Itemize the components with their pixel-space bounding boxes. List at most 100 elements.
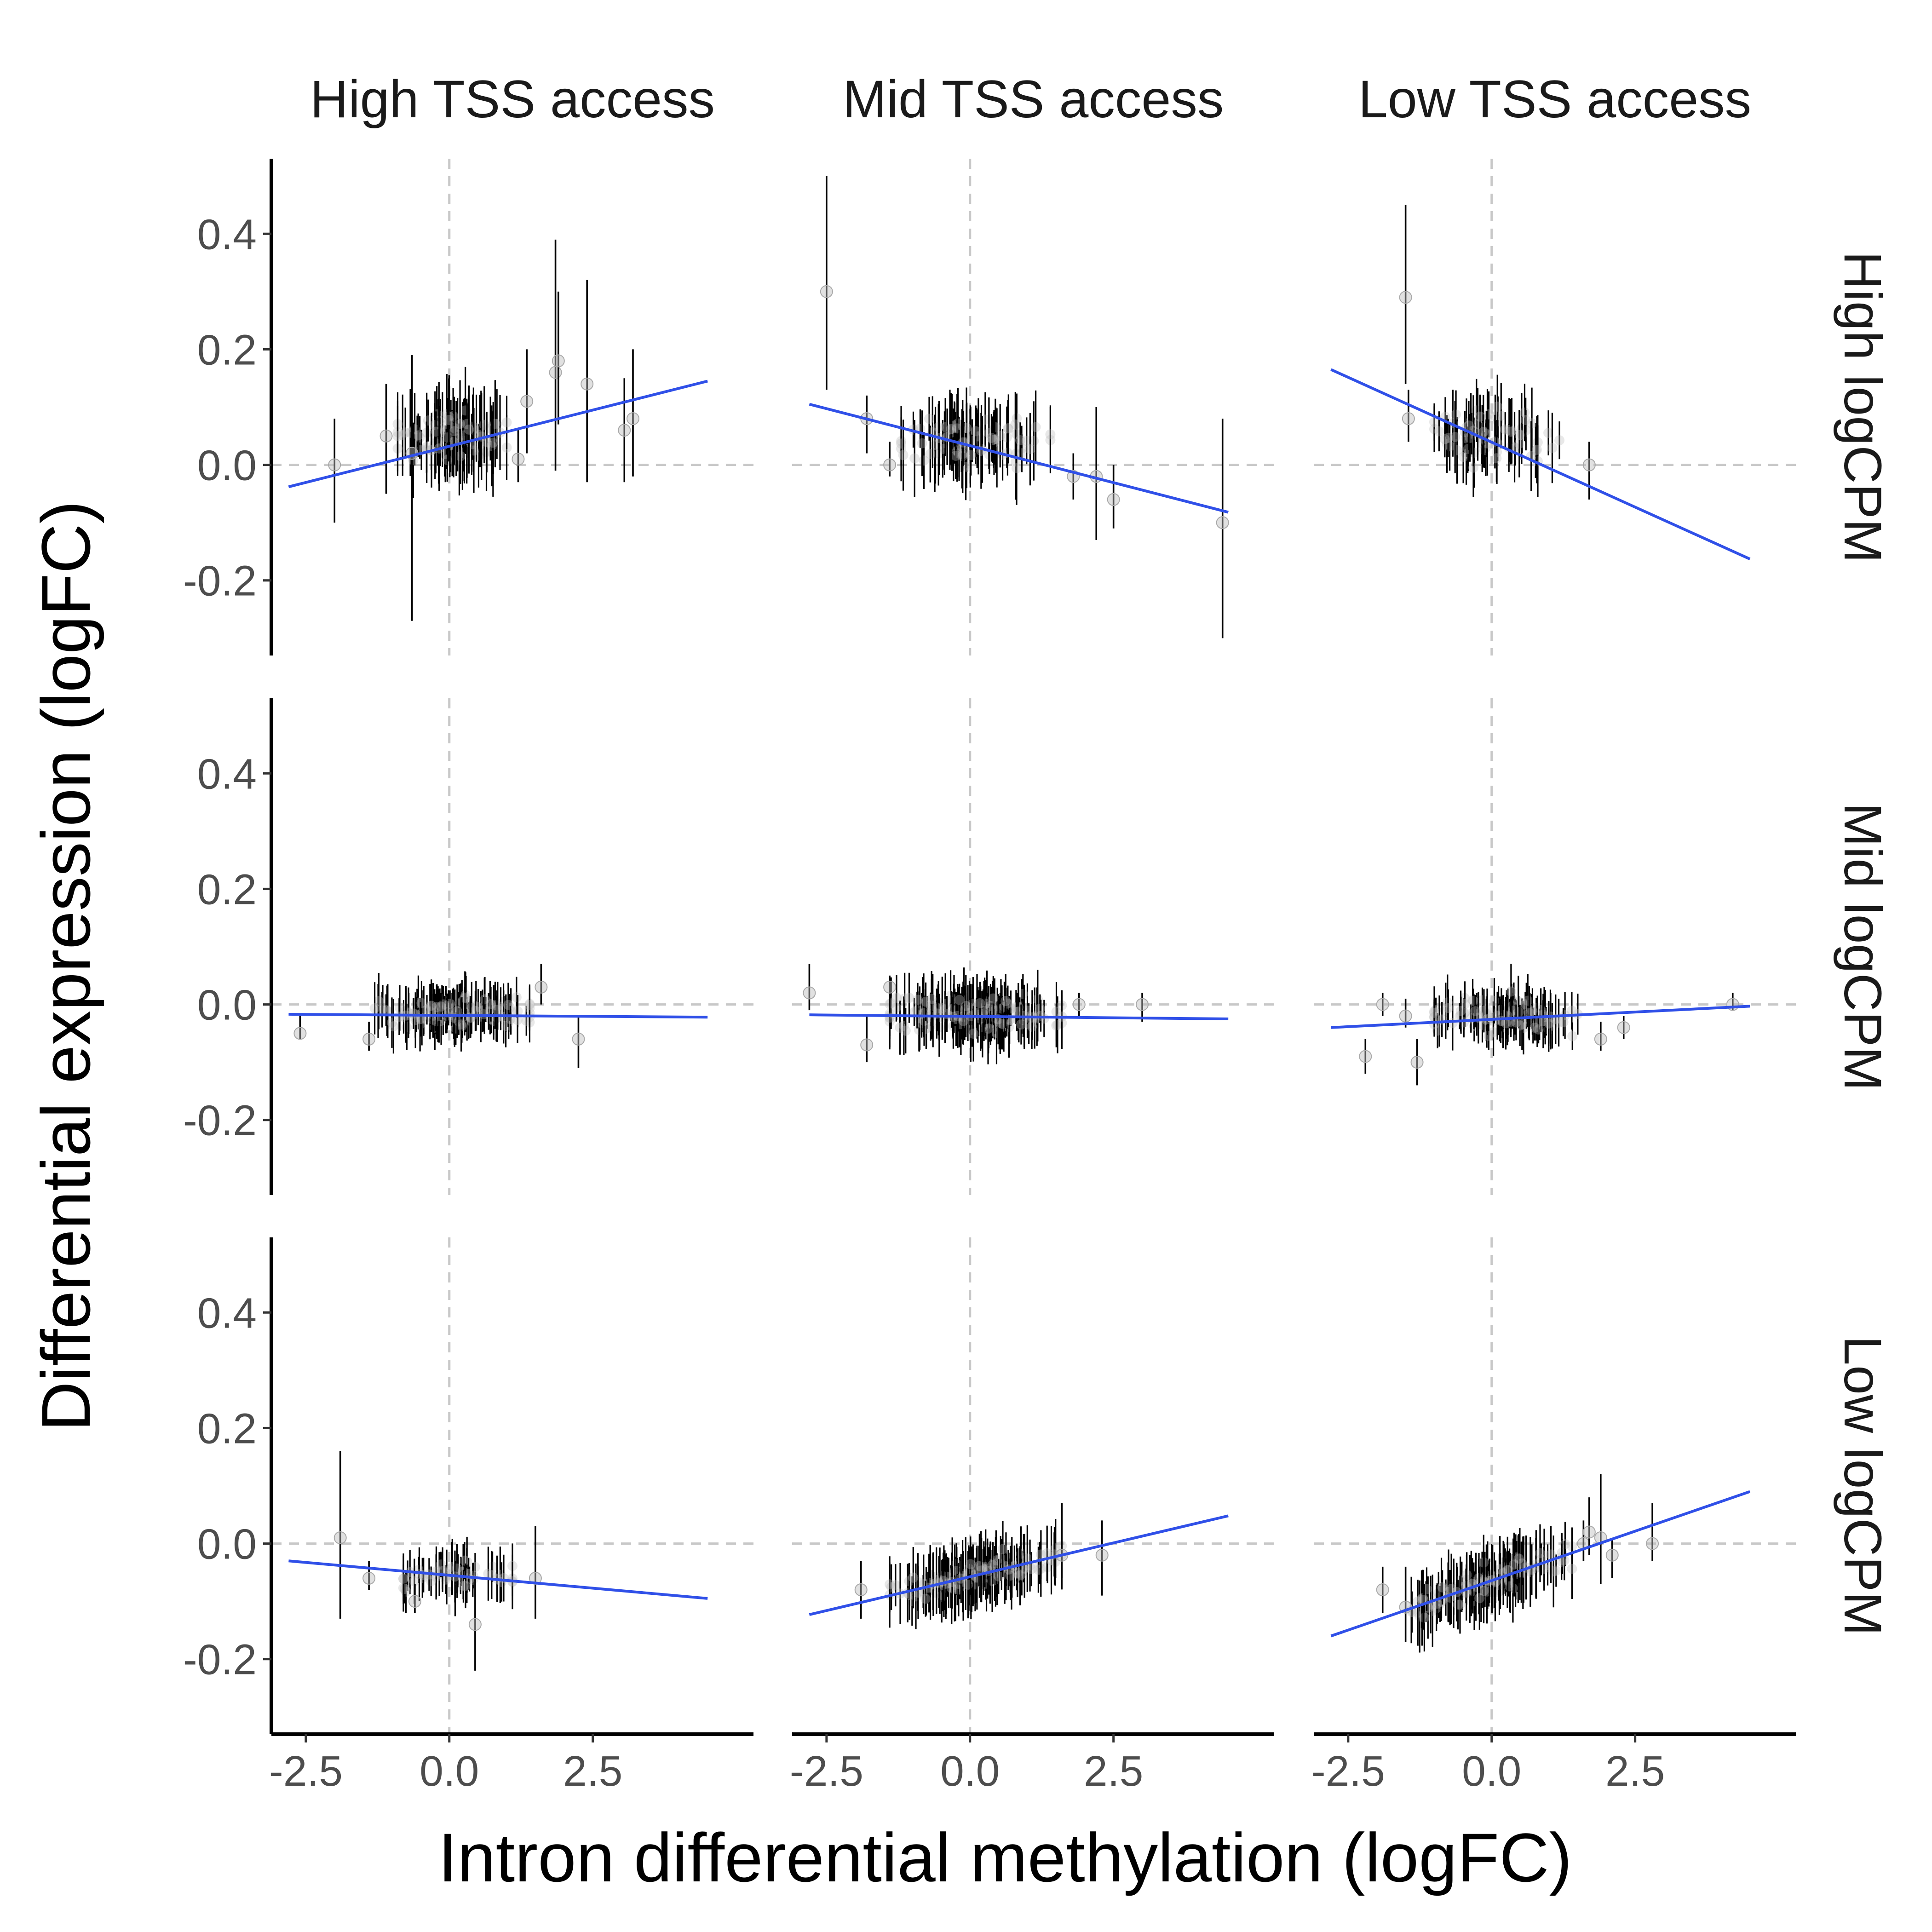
data-point: [492, 1004, 502, 1015]
data-point: [950, 450, 961, 461]
data-point: [426, 1000, 437, 1011]
data-point: [954, 995, 965, 1005]
data-point: [549, 366, 562, 379]
y-tick-label: -0.2: [183, 1636, 257, 1684]
data-point: [989, 1006, 1000, 1016]
data-point: [1463, 420, 1474, 431]
fit-line: [809, 1013, 1229, 1020]
panel-3-1: [271, 1237, 753, 1734]
data-point: [1473, 1573, 1484, 1583]
data-point: [1458, 452, 1469, 462]
data-point: [971, 426, 981, 437]
data-point: [927, 1000, 938, 1011]
data-point: [993, 1571, 1004, 1581]
data-point: [919, 455, 929, 466]
point-cluster: [369, 971, 535, 1054]
x-axis-title: Intron differential methylation (logFC): [438, 1819, 1572, 1896]
data-point: [511, 992, 522, 1002]
fit-line: [1330, 368, 1751, 561]
data-point: [1451, 409, 1461, 420]
data-point: [1016, 1019, 1026, 1030]
x-tick-label: 2.5: [1084, 1747, 1143, 1795]
data-point: [421, 442, 432, 453]
data-point: [1005, 1570, 1016, 1581]
data-point: [951, 1565, 962, 1576]
point-cluster: [885, 967, 1067, 1064]
data-point: [1491, 453, 1502, 464]
data-point: [1646, 1537, 1659, 1550]
data-point: [1474, 1593, 1485, 1604]
data-point: [459, 1555, 470, 1566]
data-point: [997, 1018, 1007, 1029]
data-point: [854, 1583, 868, 1597]
data-point: [1443, 432, 1454, 443]
x-axis-col-3: -2.5 0.0 2.5: [1311, 1732, 1796, 1795]
data-point: [1026, 1564, 1037, 1575]
data-point: [1052, 1019, 1063, 1030]
data-point: [952, 1584, 963, 1595]
data-point: [1509, 1559, 1519, 1570]
data-point: [937, 1003, 948, 1013]
data-point: [1468, 462, 1478, 473]
data-point: [1025, 444, 1035, 454]
data-point: [423, 415, 433, 426]
data-point: [1444, 441, 1455, 452]
data-point: [1017, 448, 1027, 459]
data-point: [883, 980, 897, 994]
data-point: [1478, 1586, 1489, 1596]
data-point: [1011, 429, 1022, 439]
data-point: [890, 1580, 901, 1591]
y-axis-title: Differential expression (logFC): [27, 500, 104, 1431]
panel-1-3: [1314, 159, 1796, 656]
data-point: [1548, 1566, 1559, 1577]
data-point: [503, 1000, 513, 1010]
data-point: [983, 1023, 994, 1034]
data-point: [1547, 443, 1558, 453]
row-strip-label: High logCPM: [1833, 251, 1892, 563]
y-tick-label: 0.4: [197, 750, 257, 798]
data-point: [552, 354, 565, 368]
data-point: [386, 1018, 397, 1028]
data-point: [483, 1569, 494, 1579]
data-point: [1543, 428, 1554, 438]
data-point: [883, 458, 897, 472]
data-point: [953, 418, 963, 429]
x-tick-label: -2.5: [790, 1747, 863, 1795]
data-point: [966, 450, 976, 460]
fit-line: [1331, 1005, 1750, 1029]
data-point: [1216, 516, 1229, 529]
panel-1-2: [792, 159, 1274, 656]
data-point: [490, 1000, 500, 1011]
data-point: [997, 1544, 1008, 1554]
data-point: [524, 1000, 535, 1010]
data-point: [460, 1581, 471, 1591]
data-point: [1434, 426, 1444, 437]
data-point: [1399, 1009, 1412, 1023]
data-point: [886, 998, 897, 1008]
point-cluster: [1429, 964, 1583, 1056]
data-point: [1501, 1018, 1511, 1029]
data-point: [581, 377, 594, 391]
data-point: [1531, 444, 1542, 455]
data-point: [1502, 1565, 1513, 1576]
data-point: [920, 996, 931, 1007]
data-point: [1513, 1553, 1524, 1564]
data-point: [1423, 1602, 1433, 1613]
data-point: [1511, 1017, 1521, 1028]
data-point: [374, 996, 384, 1006]
data-point: [468, 1618, 482, 1631]
data-point: [618, 424, 631, 437]
data-point: [488, 437, 498, 448]
data-point: [1478, 427, 1489, 437]
data-point: [1605, 1548, 1619, 1562]
x-tick-label: -2.5: [1311, 1747, 1385, 1795]
y-axis-row-3: -0.2 0.0 0.2 0.4: [183, 1237, 273, 1734]
y-tick-label: 0.2: [197, 1404, 257, 1452]
data-point: [442, 432, 453, 443]
y-tick-label: 0.4: [197, 210, 257, 258]
data-point: [461, 999, 472, 1009]
data-point: [1468, 995, 1478, 1006]
data-point: [1559, 1555, 1570, 1566]
data-point: [986, 432, 997, 443]
panel-1-1: [271, 159, 753, 656]
